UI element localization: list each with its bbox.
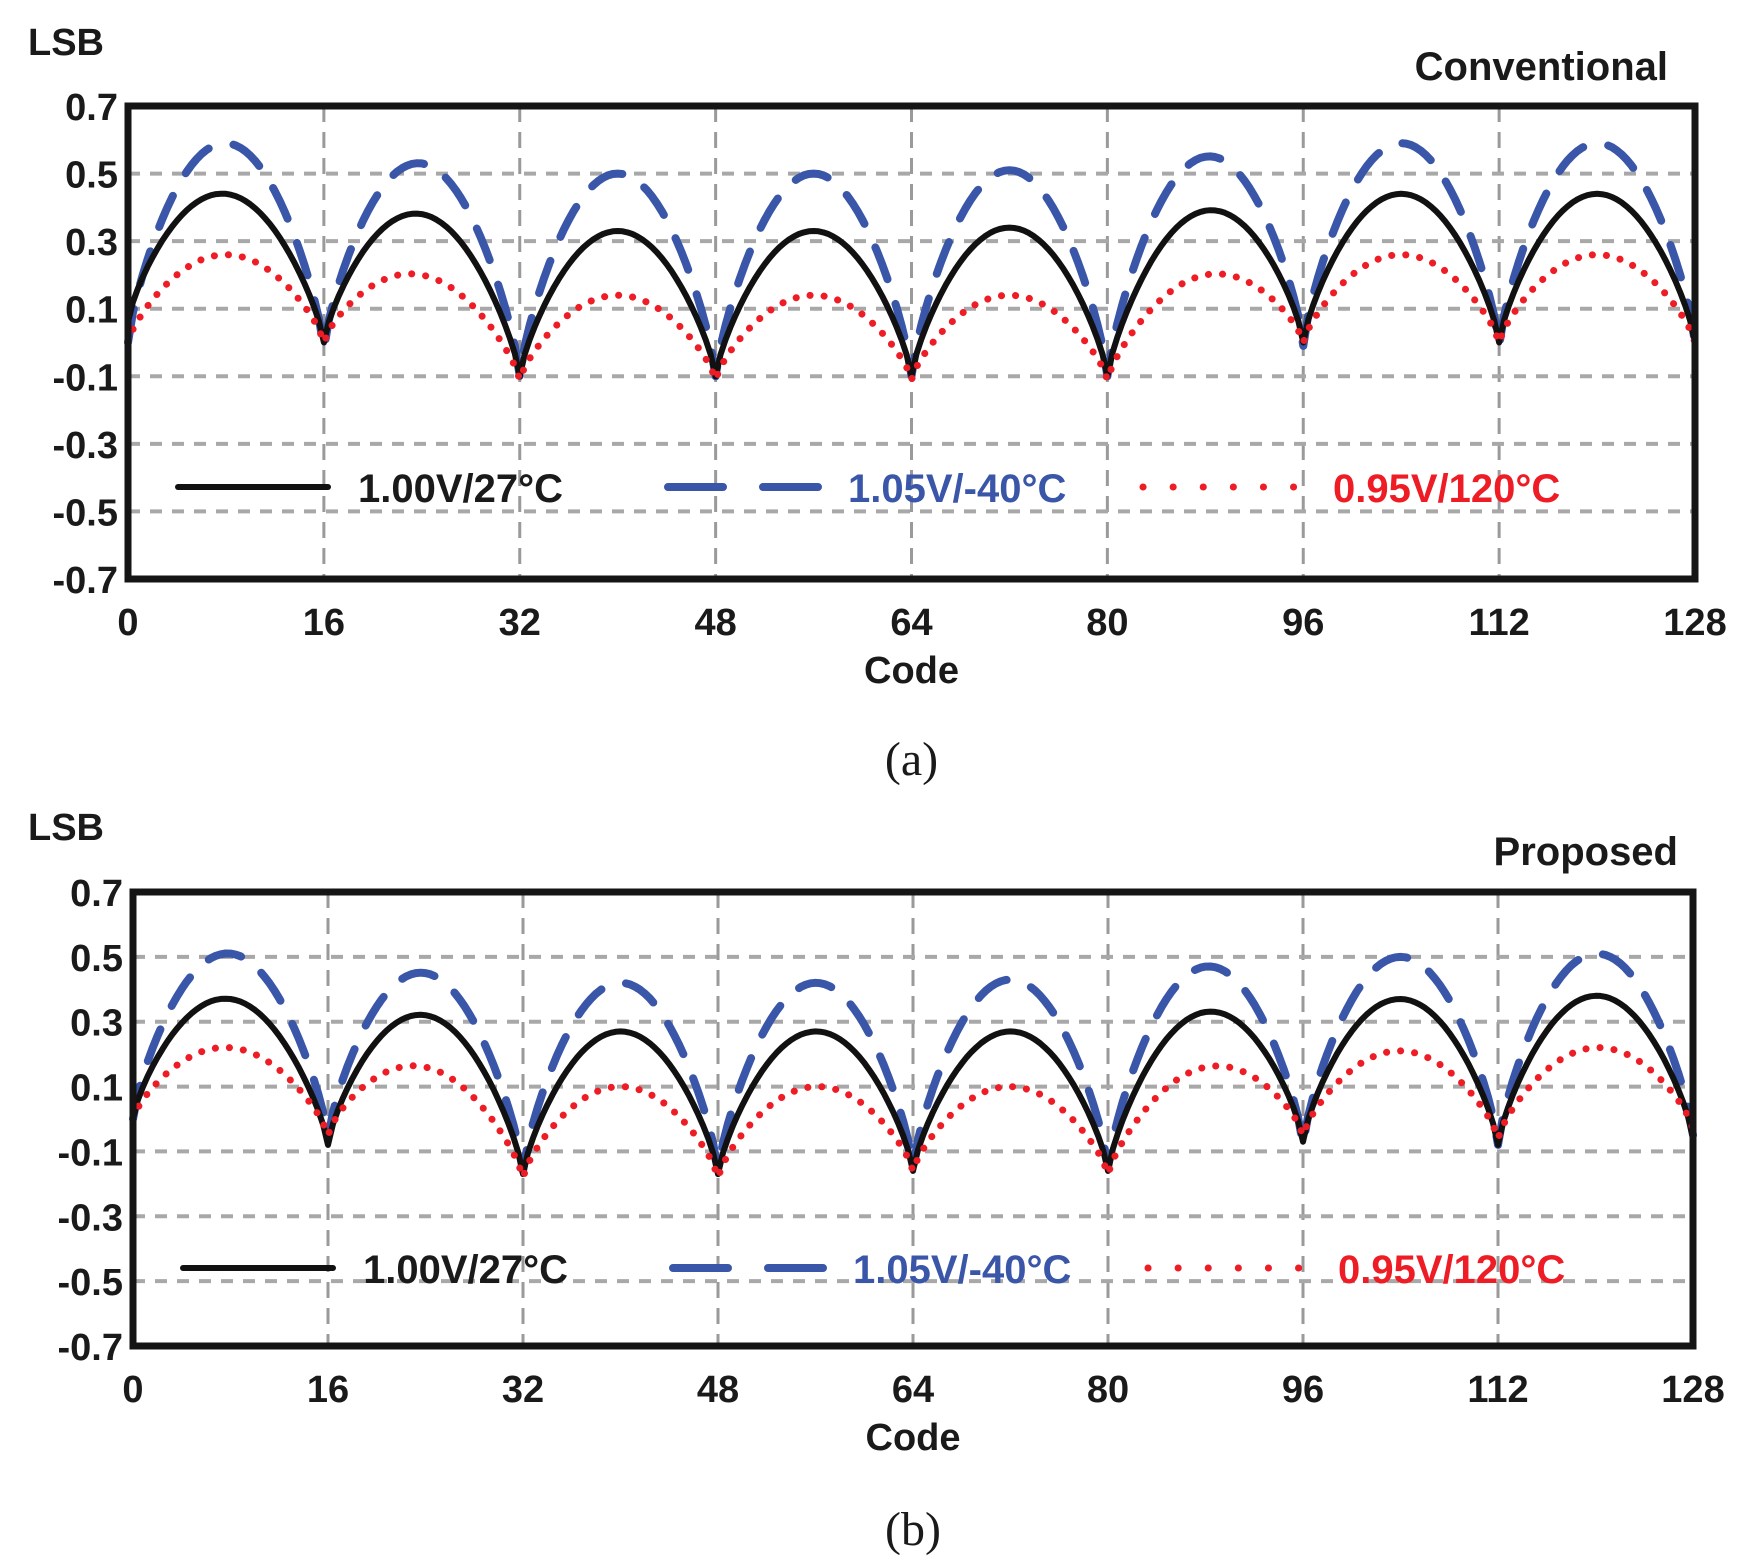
x-tick-label: 80: [1087, 1369, 1129, 1411]
x-tick-label: 48: [694, 602, 736, 644]
x-tick-label: 96: [1282, 602, 1324, 644]
series-layer: [129, 949, 1697, 1181]
y-ticks: 0.7 0.5 0.3 0.1 -0.1 -0.3 -0.5 -0.7: [53, 87, 118, 602]
x-tick-label: 48: [697, 1369, 739, 1411]
y-tick-label: 0.1: [70, 1068, 123, 1110]
y-axis-label: LSB: [28, 807, 104, 849]
plot-frame: [124, 102, 1699, 583]
x-axis-label: Code: [866, 1417, 961, 1459]
panel-title: Proposed: [1494, 830, 1678, 874]
series-line-dotted: [129, 1043, 1697, 1181]
x-tick-label: 16: [303, 602, 345, 644]
panel-conventional: LSB Conventional 0.7 0.5 0.3 0.1 -0.1 -0.3 -0.…: [28, 22, 1727, 786]
panel-title: Conventional: [1415, 45, 1668, 89]
x-tick-label: 32: [502, 1369, 544, 1411]
y-tick-label: 0.7: [70, 873, 123, 915]
legend: 1.00V/27°C 1.05V/-40°C 0.95V/120°C: [175, 467, 1560, 511]
y-ticks: 0.7 0.5 0.3 0.1 -0.1 -0.3 -0.5 -0.7: [58, 873, 123, 1369]
legend-label: 1.00V/27°C: [363, 1248, 568, 1292]
y-tick-label: 0.5: [65, 155, 118, 197]
y-tick-label: 0.7: [65, 87, 118, 129]
legend-label: 1.05V/-40°C: [848, 467, 1066, 511]
x-tick-label: 32: [499, 602, 541, 644]
x-tick-label: 64: [890, 602, 932, 644]
x-tick-label: 0: [117, 602, 138, 644]
x-tick-label: 112: [1468, 602, 1529, 644]
x-tick-label: 112: [1467, 1369, 1528, 1411]
legend-label: 0.95V/120°C: [1333, 467, 1560, 511]
plot-frame: [129, 888, 1697, 1350]
legend-label: 1.05V/-40°C: [853, 1248, 1071, 1292]
panel-caption: (b): [885, 1503, 941, 1556]
y-tick-label: -0.3: [58, 1197, 123, 1239]
y-tick-label: -0.7: [53, 560, 118, 602]
panel-proposed: LSB Proposed 0.7 0.5 0.3 0.1 -0.1 -0.3 -0.5 -0.…: [28, 807, 1725, 1556]
x-tick-label: 0: [122, 1369, 143, 1411]
legend-label: 0.95V/120°C: [1338, 1248, 1565, 1292]
legend-label: 1.00V/27°C: [358, 467, 563, 511]
y-tick-label: 0.1: [65, 290, 118, 332]
y-tick-label: 0.5: [70, 938, 123, 980]
y-tick-label: -0.5: [53, 492, 118, 534]
x-tick-label: 128: [1661, 1369, 1724, 1411]
panel-caption: (a): [885, 733, 938, 786]
y-tick-label: -0.7: [58, 1327, 123, 1369]
series-line-dotted: [124, 251, 1699, 384]
y-tick-label: -0.3: [53, 425, 118, 467]
y-tick-label: 0.3: [65, 222, 118, 264]
x-ticks: 0 16 32 48 64 80 96 112 128: [117, 602, 1726, 644]
y-axis-label: LSB: [28, 22, 104, 64]
y-tick-label: -0.1: [53, 357, 118, 399]
x-tick-label: 96: [1282, 1369, 1324, 1411]
y-tick-label: -0.5: [58, 1262, 123, 1304]
x-tick-label: 16: [307, 1369, 349, 1411]
x-axis-label: Code: [864, 650, 959, 692]
y-tick-label: 0.3: [70, 1003, 123, 1045]
x-tick-label: 128: [1663, 602, 1726, 644]
x-ticks: 0 16 32 48 64 80 96 112 128: [122, 1369, 1724, 1411]
x-tick-label: 80: [1086, 602, 1128, 644]
series-layer: [124, 139, 1699, 384]
y-tick-label: -0.1: [58, 1132, 123, 1174]
x-tick-label: 64: [892, 1369, 934, 1411]
legend: 1.00V/27°C 1.05V/-40°C 0.95V/120°C: [180, 1248, 1565, 1292]
